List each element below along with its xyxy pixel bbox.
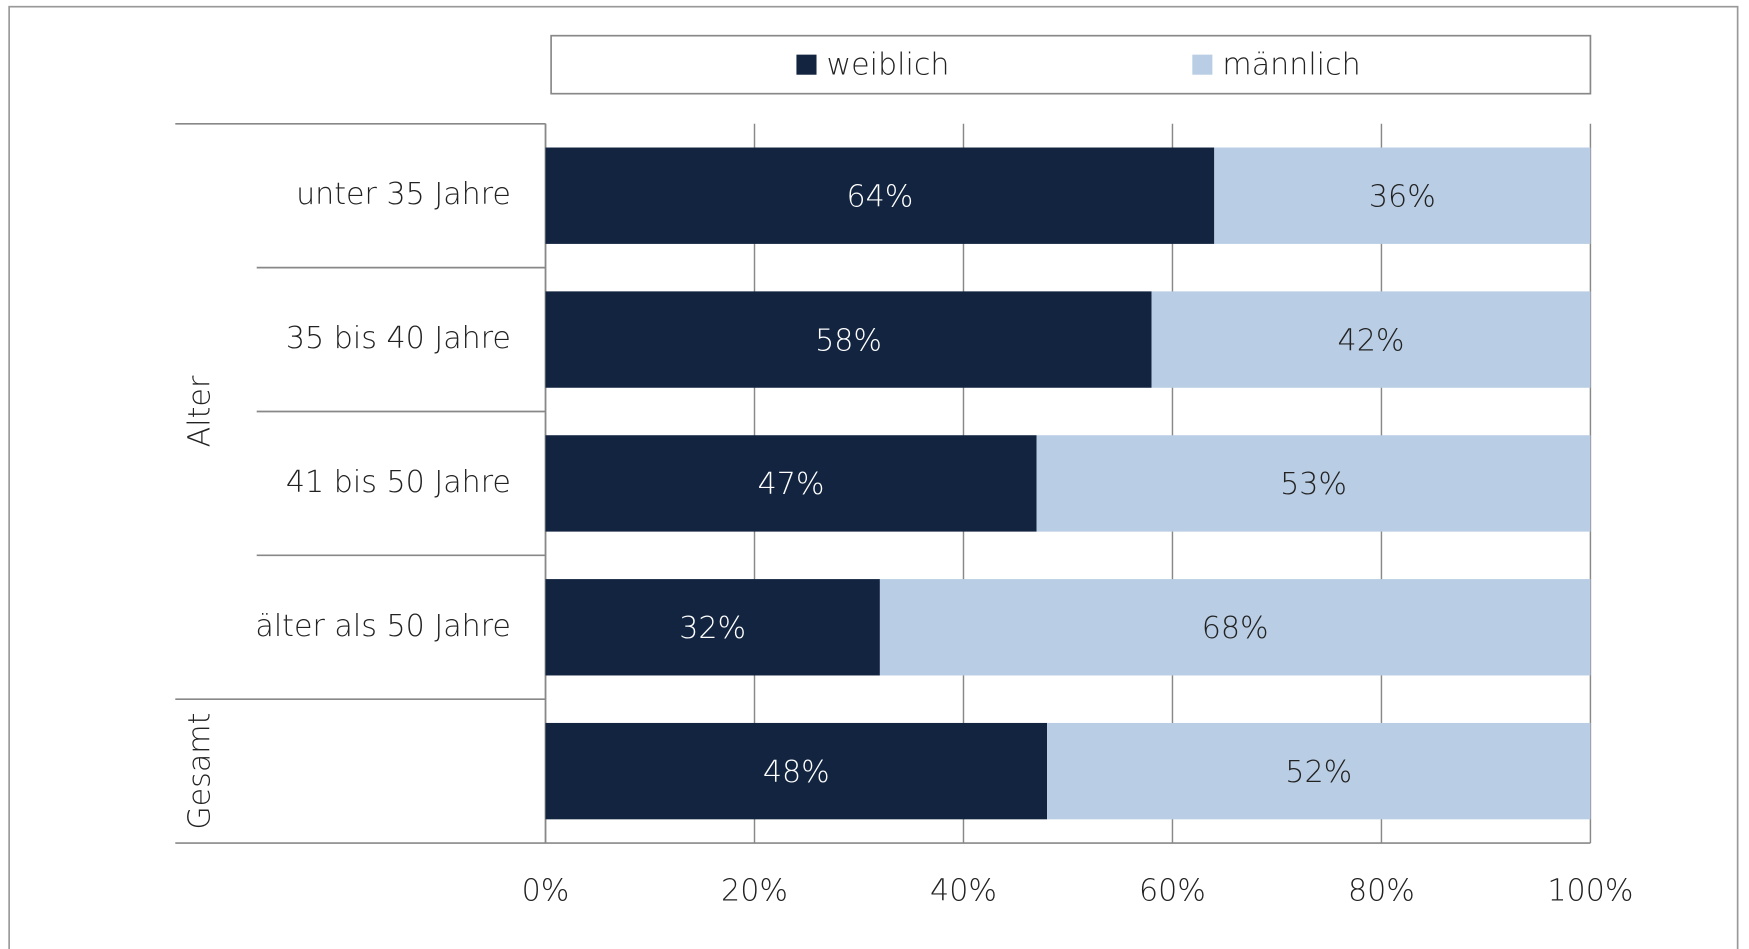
bar-segment bbox=[545, 435, 1037, 532]
value-label: 48% bbox=[763, 755, 830, 790]
bar-segment bbox=[1047, 722, 1591, 820]
legend-swatch bbox=[796, 54, 817, 75]
legend-label: weiblich bbox=[827, 47, 950, 82]
group-label: Gesamt bbox=[182, 713, 217, 830]
y-tick-label: älter als 50 Jahre bbox=[255, 609, 511, 644]
value-label: 42% bbox=[1338, 323, 1405, 358]
bar-segment bbox=[1036, 435, 1591, 532]
legend-swatch bbox=[1192, 54, 1213, 75]
value-label: 47% bbox=[758, 467, 825, 502]
bar-segment bbox=[545, 722, 1048, 820]
bar-segment bbox=[1214, 147, 1591, 244]
legend-box bbox=[550, 34, 1592, 95]
value-label: 64% bbox=[846, 179, 913, 214]
bar-segment bbox=[545, 147, 1215, 244]
y-tick-label: unter 35 Jahre bbox=[296, 177, 511, 212]
x-tick-label: 60% bbox=[1139, 874, 1206, 909]
bar-segment bbox=[879, 579, 1591, 676]
bar-segment bbox=[545, 579, 880, 676]
y-tick-label: 35 bis 40 Jahre bbox=[286, 321, 511, 356]
value-label: 32% bbox=[679, 611, 746, 646]
value-label: 36% bbox=[1369, 179, 1436, 214]
bar-segment bbox=[1151, 291, 1591, 388]
y-tick-label: 41 bis 50 Jahre bbox=[286, 465, 511, 500]
value-label: 52% bbox=[1285, 755, 1352, 790]
value-label: 53% bbox=[1280, 467, 1347, 502]
x-tick-label: 20% bbox=[721, 874, 788, 909]
legend-label: männlich bbox=[1222, 47, 1360, 82]
value-label: 68% bbox=[1202, 611, 1269, 646]
bar-segment bbox=[545, 291, 1152, 388]
x-tick-label: 80% bbox=[1348, 874, 1415, 909]
group-label: Alter bbox=[182, 375, 217, 447]
chart-frame bbox=[8, 5, 1739, 949]
x-tick-label: 0% bbox=[522, 874, 570, 909]
value-label: 58% bbox=[815, 323, 882, 358]
x-tick-label: 40% bbox=[930, 874, 997, 909]
x-tick-label: 100% bbox=[1547, 874, 1633, 909]
